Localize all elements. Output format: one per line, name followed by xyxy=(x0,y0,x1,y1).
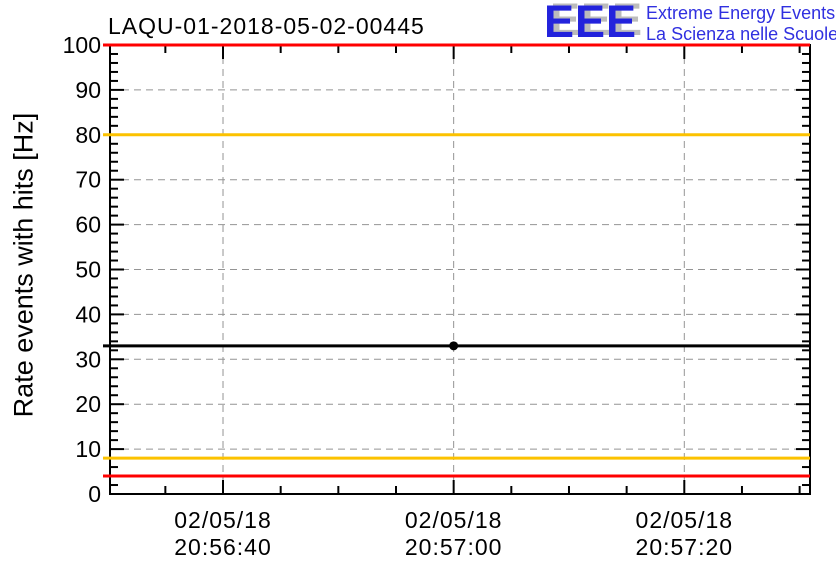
eee-logo-tagline: Extreme Energy Events La Scienza nelle S… xyxy=(646,2,836,45)
x-tick-labels: 02/05/1820:56:4002/05/1820:57:0002/05/18… xyxy=(174,507,734,560)
plot-title: LAQU-01-2018-05-02-00445 xyxy=(108,13,425,39)
x-tick-time: 20:57:20 xyxy=(636,534,734,560)
y-tick-label: 90 xyxy=(75,77,101,103)
y-tick-label: 30 xyxy=(75,346,101,372)
eee-logo: EEE Extreme Energy Events La Scienza nel… xyxy=(544,0,836,47)
x-tick-date: 02/05/18 xyxy=(405,507,503,533)
x-tick-time: 20:57:00 xyxy=(405,534,503,560)
eee-logo-acronym: EEE xyxy=(544,0,638,47)
y-tick-label: 100 xyxy=(63,32,101,58)
y-tick-label: 10 xyxy=(75,436,101,462)
x-tick-date: 02/05/18 xyxy=(636,507,734,533)
eee-logo-tagline-line2: La Scienza nelle Scuole xyxy=(646,23,836,44)
gridlines xyxy=(110,45,810,494)
y-tick-label: 50 xyxy=(75,257,101,283)
y-tick-label: 20 xyxy=(75,391,101,417)
x-tick-time: 20:56:40 xyxy=(174,534,272,560)
y-tick-label: 40 xyxy=(75,301,101,327)
y-tick-label: 80 xyxy=(75,122,101,148)
y-tick-label: 0 xyxy=(88,481,101,507)
y-tick-label: 60 xyxy=(75,212,101,238)
reference-lines xyxy=(103,43,810,478)
y-tick-labels: 0 10 20 30 40 50 60 70 80 90 100 xyxy=(63,32,101,507)
y-tick-label: 70 xyxy=(75,167,101,193)
eee-logo-tagline-line1: Extreme Energy Events xyxy=(646,3,836,23)
x-tick-date: 02/05/18 xyxy=(174,507,272,533)
data-point-marker xyxy=(449,341,459,351)
